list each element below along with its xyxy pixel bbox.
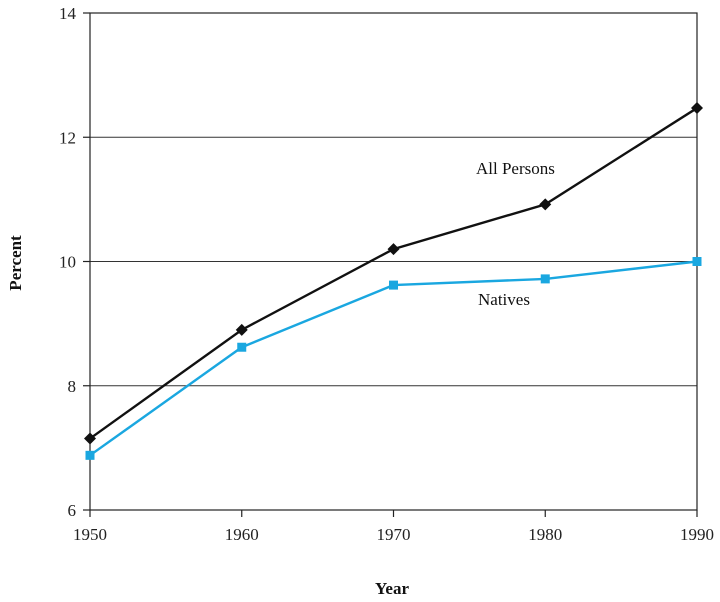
y-tick-label-6: 6 [68, 501, 77, 520]
point-natives-1970 [389, 280, 398, 290]
series-label-natives: Natives [478, 290, 530, 309]
series-natives [85, 257, 702, 460]
point-natives-1990 [692, 257, 702, 266]
point-all-persons-1960 [235, 323, 248, 336]
point-natives-1960 [237, 342, 247, 352]
series-line-natives [89, 260, 698, 457]
x-tick-label-1950: 1950 [73, 525, 107, 544]
y-tick-label-8: 8 [68, 377, 77, 396]
x-tick-label-1970: 1970 [377, 525, 411, 544]
x-axis-title: Year [375, 579, 409, 598]
y-tick-label-14: 14 [59, 4, 77, 23]
point-natives-1950 [85, 450, 95, 460]
point-all-persons-1970 [387, 243, 400, 256]
x-tick-labels: 1950 1960 1970 1980 1990 [73, 525, 714, 544]
x-tick-label-1980: 1980 [528, 525, 562, 544]
series-line-all-persons [89, 107, 698, 440]
x-tick-label-1990: 1990 [680, 525, 714, 544]
point-all-persons-1980 [539, 198, 552, 211]
y-axis-title: Percent [6, 235, 25, 291]
point-all-persons-1990 [691, 102, 703, 115]
y-tick-labels: 6 8 10 12 14 [59, 4, 77, 520]
series-all-persons [84, 102, 703, 445]
x-tick-label-1960: 1960 [225, 525, 259, 544]
y-tick-label-12: 12 [59, 128, 76, 147]
series-label-all-persons: All Persons [476, 159, 555, 178]
point-all-persons-1950 [84, 432, 96, 445]
axis-ticks [83, 12, 698, 517]
y-tick-label-10: 10 [59, 253, 76, 272]
point-natives-1980 [540, 274, 550, 284]
series-layer [84, 102, 703, 460]
gridlines [90, 136, 697, 387]
